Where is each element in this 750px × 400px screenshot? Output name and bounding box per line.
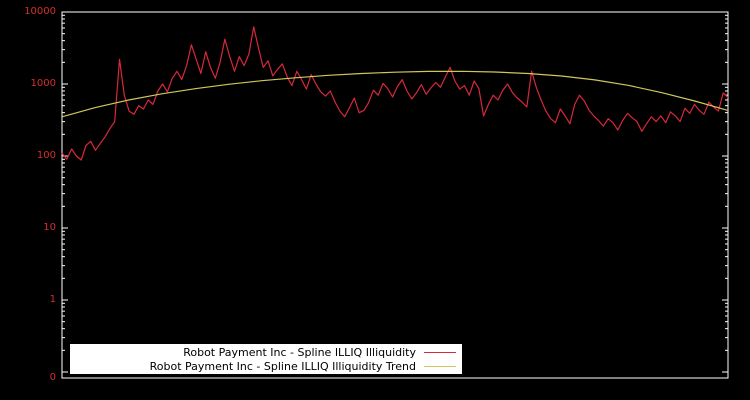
y-tick-label: 0 <box>49 372 56 383</box>
y-tick-label: 100 <box>36 150 56 161</box>
legend: Robot Payment Inc - Spline ILLIQ Illiqui… <box>70 344 462 374</box>
y-tick-label: 1 <box>49 294 56 305</box>
y-tick-label: 10 <box>43 222 56 233</box>
legend-item-trend: Robot Payment Inc - Spline ILLIQ Illiqui… <box>70 359 462 373</box>
legend-line-sample-trend <box>424 365 456 367</box>
y-tick-label: 10000 <box>24 6 56 17</box>
legend-label-trend: Robot Payment Inc - Spline ILLIQ Illiqui… <box>149 359 416 373</box>
legend-label-illiquidity: Robot Payment Inc - Spline ILLIQ Illiqui… <box>183 345 416 359</box>
y-tick-label: 1000 <box>30 78 56 89</box>
legend-item-illiquidity: Robot Payment Inc - Spline ILLIQ Illiqui… <box>70 345 462 359</box>
legend-line-sample-illiquidity <box>424 351 456 353</box>
